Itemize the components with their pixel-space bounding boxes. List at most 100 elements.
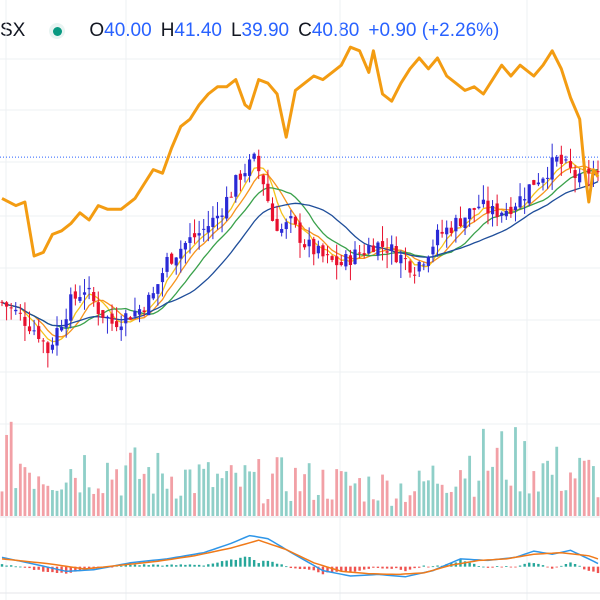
candle-body [78, 297, 82, 301]
volume-bar [23, 467, 27, 516]
volume-bar [60, 489, 63, 516]
candle-body [578, 173, 582, 183]
volume-bar [138, 478, 141, 516]
macd-histogram-bar [505, 566, 508, 567]
macd-histogram-bar [578, 565, 581, 567]
volume-bar [578, 457, 582, 516]
macd-histogram-bar [583, 566, 586, 570]
candle-body [60, 326, 64, 331]
candle-body [564, 159, 568, 161]
candle-body [119, 326, 123, 331]
candle-body [509, 206, 513, 215]
volume-bar [417, 470, 421, 516]
volume-bar [101, 493, 105, 516]
candle-body [298, 222, 302, 243]
volume-bar [298, 491, 302, 516]
volume-bar [559, 490, 563, 516]
macd-histogram-bar [523, 563, 526, 567]
macd-histogram-bar [372, 566, 375, 568]
volume-bar [280, 457, 284, 516]
candle-body [426, 257, 430, 266]
macd-histogram-bar [560, 565, 563, 567]
macd-histogram-bar [495, 566, 499, 567]
volume-bar [527, 493, 531, 516]
candle-body [454, 217, 458, 232]
macd-histogram-bar [184, 564, 187, 567]
candle-body [257, 155, 261, 172]
volume-bar [161, 473, 164, 516]
volume-bar [170, 476, 174, 516]
volume-bar [569, 472, 572, 516]
candle-body [96, 302, 100, 315]
volume-bar [165, 488, 169, 516]
candle-body [422, 264, 426, 266]
volume-bar [385, 480, 389, 516]
volume-bar [426, 480, 430, 516]
candle-body [82, 292, 87, 295]
volume-bar [307, 463, 311, 516]
macd-histogram-bar [390, 566, 393, 569]
macd-histogram-bar [179, 564, 182, 567]
candle-body [321, 245, 325, 257]
candle-body [532, 180, 536, 185]
candle-body [14, 309, 18, 312]
volume-bar [211, 487, 215, 516]
candle-body [234, 175, 238, 197]
volume-bar [468, 455, 472, 516]
macd-histogram-bar [298, 566, 302, 569]
macd-histogram-bar [367, 566, 370, 569]
candle-body [142, 310, 146, 313]
macd-histogram-bar [5, 565, 8, 567]
candle-body [4, 302, 9, 307]
candle-body [9, 307, 13, 309]
candle-body [555, 157, 559, 162]
candle-body [335, 256, 339, 266]
macd-histogram-bar [266, 560, 270, 567]
volume-bar [362, 501, 366, 516]
volume-bar [431, 465, 435, 516]
macd-histogram-bar [234, 559, 238, 567]
candle-body [174, 257, 178, 266]
candle-body [449, 227, 453, 233]
volume-bar [481, 428, 485, 516]
candle-body [64, 319, 68, 328]
volume-bar [358, 478, 361, 516]
candle-body [445, 227, 449, 235]
volume-bar [243, 465, 247, 516]
candle-body [504, 210, 508, 217]
macd-histogram-bar [294, 566, 297, 569]
macd-histogram-bar [46, 566, 50, 572]
candle-body [252, 153, 256, 159]
volume-bar [32, 488, 36, 516]
volume-bar [151, 493, 155, 516]
volume-bar [390, 505, 394, 516]
volume-bar [147, 467, 151, 516]
volume-bar [477, 480, 481, 516]
volume-bar [106, 462, 109, 516]
macd-histogram-bar [74, 566, 77, 572]
macd-histogram-bar [596, 566, 600, 574]
candle-body [573, 170, 577, 179]
candle-body [0, 301, 4, 303]
ohlc-legend: SX O 40.00 H 41.40 L 39.90 C 40.80 +0.90… [0, 18, 499, 44]
volume-bar [261, 503, 265, 516]
volume-bar [541, 463, 545, 516]
candle-body [293, 216, 298, 225]
candle-body [325, 254, 330, 256]
macd-histogram-bar [37, 566, 40, 570]
macd-histogram-bar [546, 566, 549, 568]
macd-histogram-bar [528, 562, 531, 567]
volume-bar [92, 493, 96, 516]
macd-histogram-bar [532, 563, 536, 567]
volume-bar [491, 466, 494, 516]
macd-histogram-bar [307, 566, 311, 570]
volume-bar [376, 500, 380, 516]
macd-histogram-bar [280, 564, 283, 567]
candle-body [147, 294, 151, 316]
open-label: O [89, 20, 105, 41]
macd-histogram-bar [518, 565, 522, 567]
candle-body [362, 253, 366, 255]
candle-body [197, 233, 201, 236]
macd-histogram-bar [289, 566, 293, 569]
